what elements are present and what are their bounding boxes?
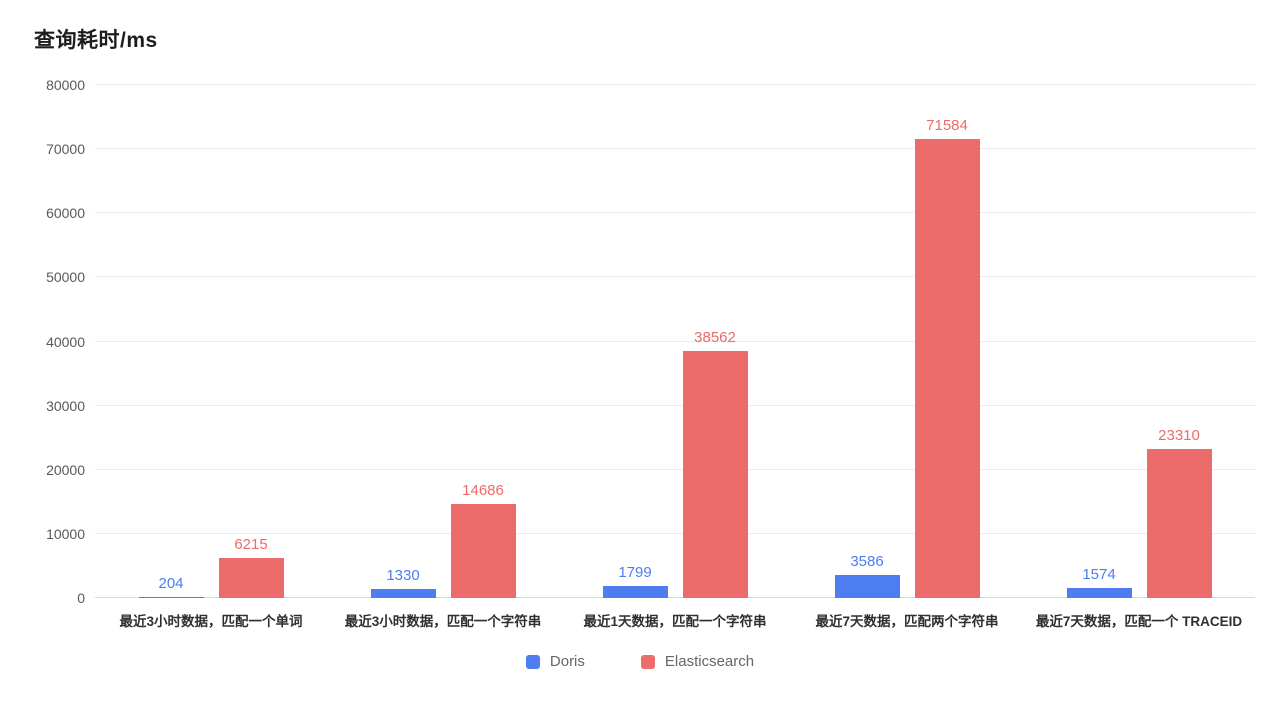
bar-elasticsearch: 71584 — [914, 117, 980, 598]
bar-group: 1574 23310 — [1023, 85, 1255, 598]
bar-value-label: 1574 — [1082, 565, 1116, 583]
x-axis-category-label: 最近7天数据，匹配一个 TRACEID — [1035, 614, 1243, 629]
bar-elasticsearch: 23310 — [1146, 427, 1212, 598]
bar-groups: 204 6215 1330 14686 1799 38562 3586 71584 1574 23… — [95, 85, 1255, 598]
legend-swatch-icon — [525, 654, 540, 669]
bar-value-label: 6215 — [234, 536, 268, 554]
legend-swatch-icon — [640, 654, 655, 669]
bar-group: 3586 71584 — [791, 85, 1023, 598]
y-axis-tick-label: 0 — [77, 590, 85, 606]
bar-doris: 1799 — [602, 564, 668, 598]
chart-title: 查询耗时/ms — [34, 29, 158, 52]
gridline: 60000 — [46, 205, 1255, 221]
x-axis-category-label: 最近1天数据，匹配一个字符串 — [583, 614, 767, 629]
bar-value-label: 23310 — [1158, 426, 1200, 444]
bar-value-label: 1330 — [386, 567, 420, 585]
bar-group: 1330 14686 — [327, 85, 559, 598]
bar-value-label: 14686 — [462, 481, 504, 499]
y-axis-tick-label: 70000 — [46, 141, 85, 158]
x-axis-labels: 最近3小时数据，匹配一个单词 最近3小时数据，匹配一个字符串 最近1天数据，匹配一个… — [95, 610, 1255, 630]
bar-doris: 1330 — [370, 567, 436, 598]
gridline: 20000 — [46, 462, 1255, 478]
gridline: 40000 — [46, 334, 1255, 350]
legend-label: Elasticsearch — [664, 653, 755, 670]
bar-value-label: 1799 — [618, 564, 652, 582]
bar-value-label: 3586 — [850, 553, 884, 571]
legend: Doris Elasticsearch — [0, 653, 1280, 670]
x-axis-category-label: 最近3小时数据，匹配一个单词 — [119, 614, 303, 629]
gridline: 80000 — [46, 77, 1255, 93]
bar-elasticsearch: 38562 — [682, 329, 748, 598]
y-axis-tick-label: 50000 — [46, 269, 85, 286]
y-axis-tick-label: 60000 — [46, 205, 85, 222]
legend-item-elasticsearch[interactable]: Elasticsearch — [640, 653, 755, 670]
bar-elasticsearch: 6215 — [218, 536, 284, 598]
legend-label: Doris — [549, 653, 585, 670]
y-axis-tick-label: 10000 — [46, 525, 85, 542]
plot-area: 0 10000 20000 30000 40000 50000 60000 70000 8000… — [46, 77, 1255, 606]
x-axis-category-label: 最近3小时数据，匹配一个字符串 — [344, 614, 542, 629]
gridline: 70000 — [46, 141, 1255, 157]
bar-group: 204 6215 — [95, 85, 327, 598]
legend-item-doris[interactable]: Doris — [525, 653, 585, 670]
gridline: 30000 — [46, 398, 1255, 414]
y-axis-tick-label: 30000 — [46, 397, 85, 414]
bar-value-label: 38562 — [694, 328, 736, 346]
bar-doris: 1574 — [1066, 566, 1132, 598]
bar-group: 1799 38562 — [559, 85, 791, 598]
y-axis-tick-label: 40000 — [46, 333, 85, 350]
bar-doris: 3586 — [834, 553, 900, 598]
gridline: 0 — [77, 590, 1255, 606]
bar-value-label: 71584 — [926, 116, 968, 134]
bar-value-label: 204 — [158, 574, 184, 592]
gridline: 50000 — [46, 269, 1255, 285]
bar-doris: 204 — [138, 575, 204, 598]
y-axis-tick-label: 80000 — [46, 77, 85, 93]
x-axis-category-label: 最近7天数据，匹配两个字符串 — [815, 614, 999, 629]
y-axis-tick-label: 20000 — [46, 461, 85, 478]
gridline: 10000 — [46, 526, 1255, 542]
bar-elasticsearch: 14686 — [450, 482, 516, 598]
